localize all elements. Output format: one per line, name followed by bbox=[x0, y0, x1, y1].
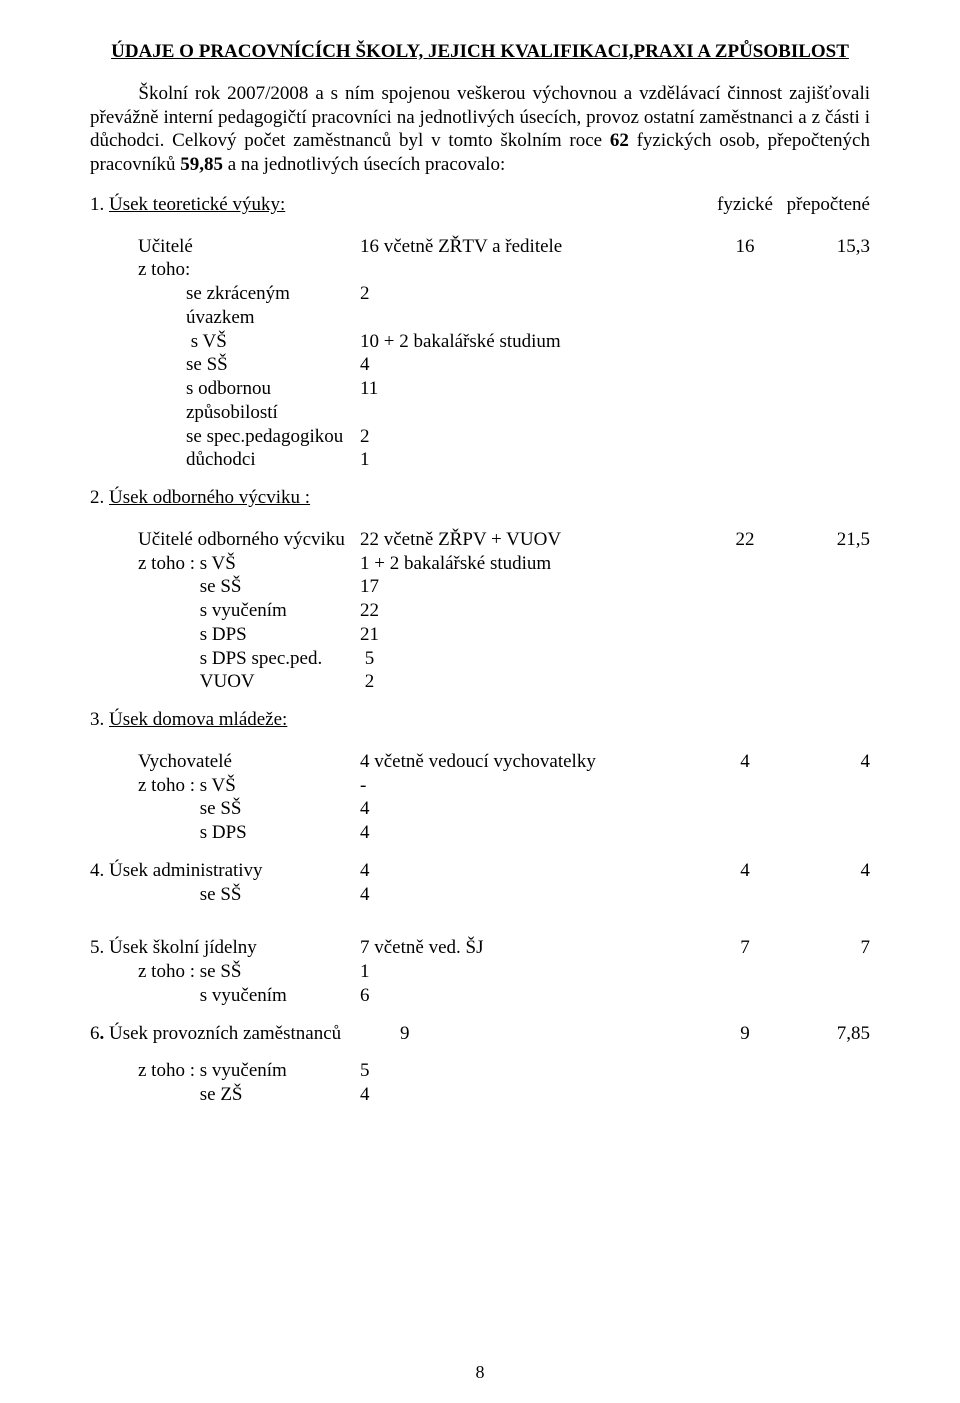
s1-sub-3: s odbornou způsobilostí11 bbox=[90, 377, 870, 425]
s2-sub-5: VUOV 2 bbox=[90, 670, 870, 694]
section-3-header: 3. Úsek domova mládeže: bbox=[90, 708, 870, 732]
s3-main-label: Vychovatelé bbox=[90, 750, 360, 774]
section-2-title: Úsek odborného výcviku : bbox=[109, 487, 310, 508]
section-2-main-row: Učitelé odborného výcviku 22 včetně ZŘPV… bbox=[90, 528, 870, 552]
s3-main-mid: 4 včetně vedoucí vychovatelky bbox=[360, 750, 710, 774]
intro-text-3: a na jednotlivých úsecích pracovalo: bbox=[228, 154, 506, 175]
s5-sub-1: s vyučením6 bbox=[90, 984, 870, 1008]
s5-main-mid: 7 včetně ved. ŠJ bbox=[360, 936, 710, 960]
section-1-title: Úsek teoretické výuky: bbox=[109, 194, 285, 215]
section-6-title: Úsek provozních zaměstnanců bbox=[109, 1023, 341, 1044]
section-6-dot: . bbox=[100, 1023, 105, 1044]
page-number: 8 bbox=[0, 1361, 960, 1384]
s6-sub-1: se ZŠ4 bbox=[90, 1083, 870, 1107]
s6-prep: 7,85 bbox=[780, 1022, 870, 1046]
section-2-number: 2. bbox=[90, 486, 104, 510]
s5-sub-0: z toho : se SŠ1 bbox=[90, 960, 870, 984]
s1-ztoho: z toho: bbox=[90, 258, 360, 282]
s2-main-mid: 22 včetně ZŘPV + VUOV bbox=[360, 528, 710, 552]
s3-fyz: 4 bbox=[710, 750, 780, 774]
s2-sub-4: s DPS spec.ped. 5 bbox=[90, 647, 870, 671]
document-page: ÚDAJE O PRACOVNÍCÍCH ŠKOLY, JEJICH KVALI… bbox=[0, 0, 960, 1403]
s3-prep: 4 bbox=[780, 750, 870, 774]
s1-sub-4: se spec.pedagogikou2 bbox=[90, 425, 870, 449]
s5-prep: 7 bbox=[780, 936, 870, 960]
s1-fyz: 16 bbox=[710, 235, 780, 259]
s6-sub-0: z toho : s vyučením5 bbox=[90, 1059, 870, 1083]
s3-sub-2: s DPS4 bbox=[90, 821, 870, 845]
col-header-prep: přepočtené bbox=[780, 193, 870, 217]
section-4-number: 4. bbox=[90, 860, 104, 881]
section-1-main-row: Učitelé 16 včetně ZŘTV a ředitele 16 15,… bbox=[90, 235, 870, 259]
s1-ztoho-row: z toho: bbox=[90, 258, 870, 282]
intro-bold-1: 62 bbox=[610, 130, 629, 151]
s6-main-mid: 9 bbox=[400, 1022, 710, 1046]
s2-main-label: Učitelé odborného výcviku bbox=[90, 528, 360, 552]
section-4-title: Úsek administrativy bbox=[109, 860, 263, 881]
s1-sub-1: s VŠ10 + 2 bakalářské studium bbox=[90, 330, 870, 354]
section-3-number: 3. bbox=[90, 708, 104, 732]
s1-prep: 15,3 bbox=[780, 235, 870, 259]
s3-sub-0: z toho : s VŠ- bbox=[90, 774, 870, 798]
section-4-header-row: 4. Úsek administrativy 4 4 4 bbox=[90, 859, 870, 883]
s2-fyz: 22 bbox=[710, 528, 780, 552]
section-1-number: 1. bbox=[90, 193, 104, 217]
section-6-number: 6 bbox=[90, 1023, 100, 1044]
section-5-number: 5. bbox=[90, 937, 104, 958]
s1-sub-5: důchodci1 bbox=[90, 448, 870, 472]
intro-indent bbox=[90, 83, 138, 104]
s3-sub-1: se SŠ4 bbox=[90, 797, 870, 821]
s1-sub-0: se zkráceným úvazkem2 bbox=[90, 282, 870, 330]
section-5-header-row: 5. Úsek školní jídelny 7 včetně ved. ŠJ … bbox=[90, 936, 870, 960]
s2-sub-3: s DPS21 bbox=[90, 623, 870, 647]
s4-main-mid: 4 bbox=[360, 859, 710, 883]
section-3-title: Úsek domova mládeže: bbox=[109, 709, 287, 730]
s4-sub-0: se SŠ4 bbox=[90, 883, 870, 907]
page-title: ÚDAJE O PRACOVNÍCÍCH ŠKOLY, JEJICH KVALI… bbox=[90, 40, 870, 64]
s5-fyz: 7 bbox=[710, 936, 780, 960]
col-header-fyz: fyzické bbox=[710, 193, 780, 217]
intro-paragraph: Školní rok 2007/2008 a s ním spojenou ve… bbox=[90, 82, 870, 177]
section-2-header: 2. Úsek odborného výcviku : bbox=[90, 486, 870, 510]
s1-main-mid: 16 včetně ZŘTV a ředitele bbox=[360, 235, 710, 259]
s2-sub-1: se SŠ17 bbox=[90, 575, 870, 599]
s1-sub-2: se SŠ4 bbox=[90, 353, 870, 377]
s1-main-label: Učitelé bbox=[90, 235, 360, 259]
intro-bold-2: 59,85 bbox=[180, 154, 228, 175]
section-1-header: 1. Úsek teoretické výuky: fyzické přepoč… bbox=[90, 193, 870, 217]
section-3-main-row: Vychovatelé 4 včetně vedoucí vychovatelk… bbox=[90, 750, 870, 774]
s4-prep: 4 bbox=[780, 859, 870, 883]
section-5-title: Úsek školní jídelny bbox=[109, 937, 257, 958]
section-6-header-row: 6. Úsek provozních zaměstnanců 9 9 7,85 bbox=[90, 1022, 870, 1046]
s6-fyz: 9 bbox=[710, 1022, 780, 1046]
s2-prep: 21,5 bbox=[780, 528, 870, 552]
s2-sub-0: z toho : s VŠ1 + 2 bakalářské studium bbox=[90, 552, 870, 576]
s4-fyz: 4 bbox=[710, 859, 780, 883]
s2-sub-2: s vyučením22 bbox=[90, 599, 870, 623]
